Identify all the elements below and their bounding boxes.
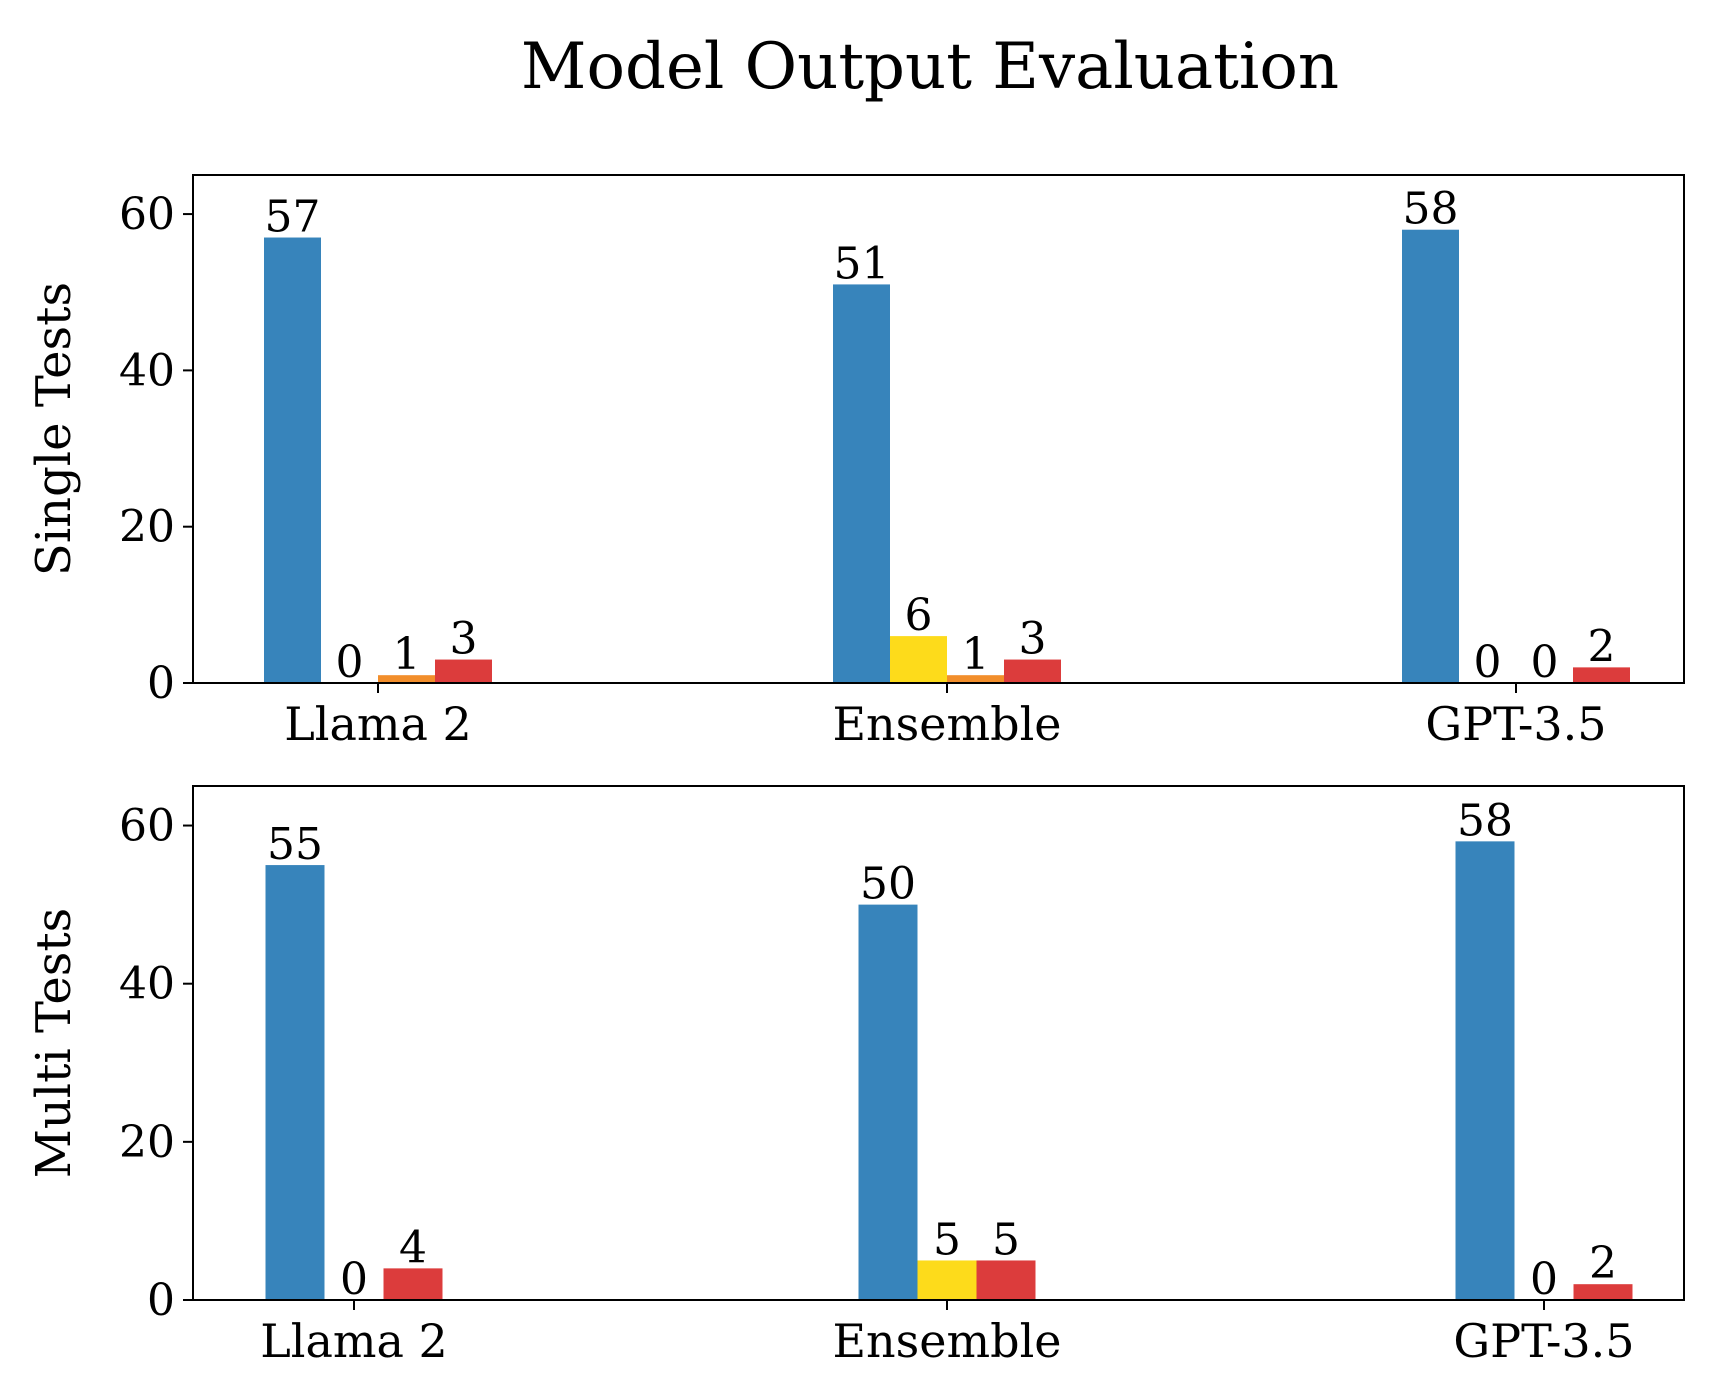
bar-value-label: 0 [1530,1254,1558,1305]
x-tick-label: Llama 2 [284,697,472,751]
bar-value-label: 4 [399,1222,427,1273]
chart-title: Model Output Evaluation [521,30,1339,104]
bar-value-label: 58 [1403,184,1459,235]
bar [378,675,435,683]
bar-value-label: 0 [1531,637,1559,688]
x-tick-label: GPT-3.5 [1425,697,1606,751]
bar [1455,841,1515,1300]
y-axis-label: Single Tests [26,282,82,576]
bar-value-label: 58 [1457,795,1513,846]
bar-value-label: 2 [1589,1238,1617,1289]
y-tick-label: 40 [119,959,175,1010]
bar [264,237,321,683]
bar-value-label: 6 [905,590,933,641]
bar-value-label: 3 [450,614,478,665]
x-tick-label: Ensemble [832,1314,1061,1368]
bar-value-label: 50 [860,859,916,910]
bar-value-label: 1 [393,629,421,680]
bar [1004,659,1061,683]
y-tick-label: 0 [147,658,175,709]
bar [383,1268,443,1300]
bar-value-label: 3 [1019,614,1047,665]
bar-value-label: 2 [1588,621,1616,672]
y-tick-label: 60 [119,801,175,852]
bar-value-label: 0 [336,637,364,688]
bar [858,904,918,1300]
bar-value-label: 0 [1474,637,1502,688]
y-tick-label: 20 [119,1117,175,1168]
axes-frame [192,785,1685,1301]
x-tick-label: Llama 2 [260,1314,448,1368]
y-tick-label: 0 [147,1275,175,1326]
bar [947,675,1004,683]
y-axis-label: Multi Tests [26,908,82,1179]
bar-value-label: 5 [992,1214,1020,1265]
bar [1573,667,1630,683]
y-tick-label: 40 [119,345,175,396]
bar [890,636,947,683]
x-tick-label: GPT-3.5 [1453,1314,1634,1368]
bar [976,1260,1036,1300]
axes-frame [192,174,1685,684]
bar-value-label: 57 [265,192,321,243]
bar-value-label: 55 [267,819,323,870]
bar-value-label: 0 [340,1254,368,1305]
bar [1402,229,1459,683]
bar-value-label: 1 [962,629,990,680]
bar [435,659,492,683]
bar-value-label: 5 [933,1214,961,1265]
bar [1573,1284,1633,1300]
bar [265,865,325,1300]
bar-value-label: 51 [834,238,890,289]
bar [833,284,890,683]
bar [917,1260,977,1300]
y-tick-label: 20 [119,502,175,553]
x-tick-label: Ensemble [832,697,1061,751]
y-tick-label: 60 [119,189,175,240]
